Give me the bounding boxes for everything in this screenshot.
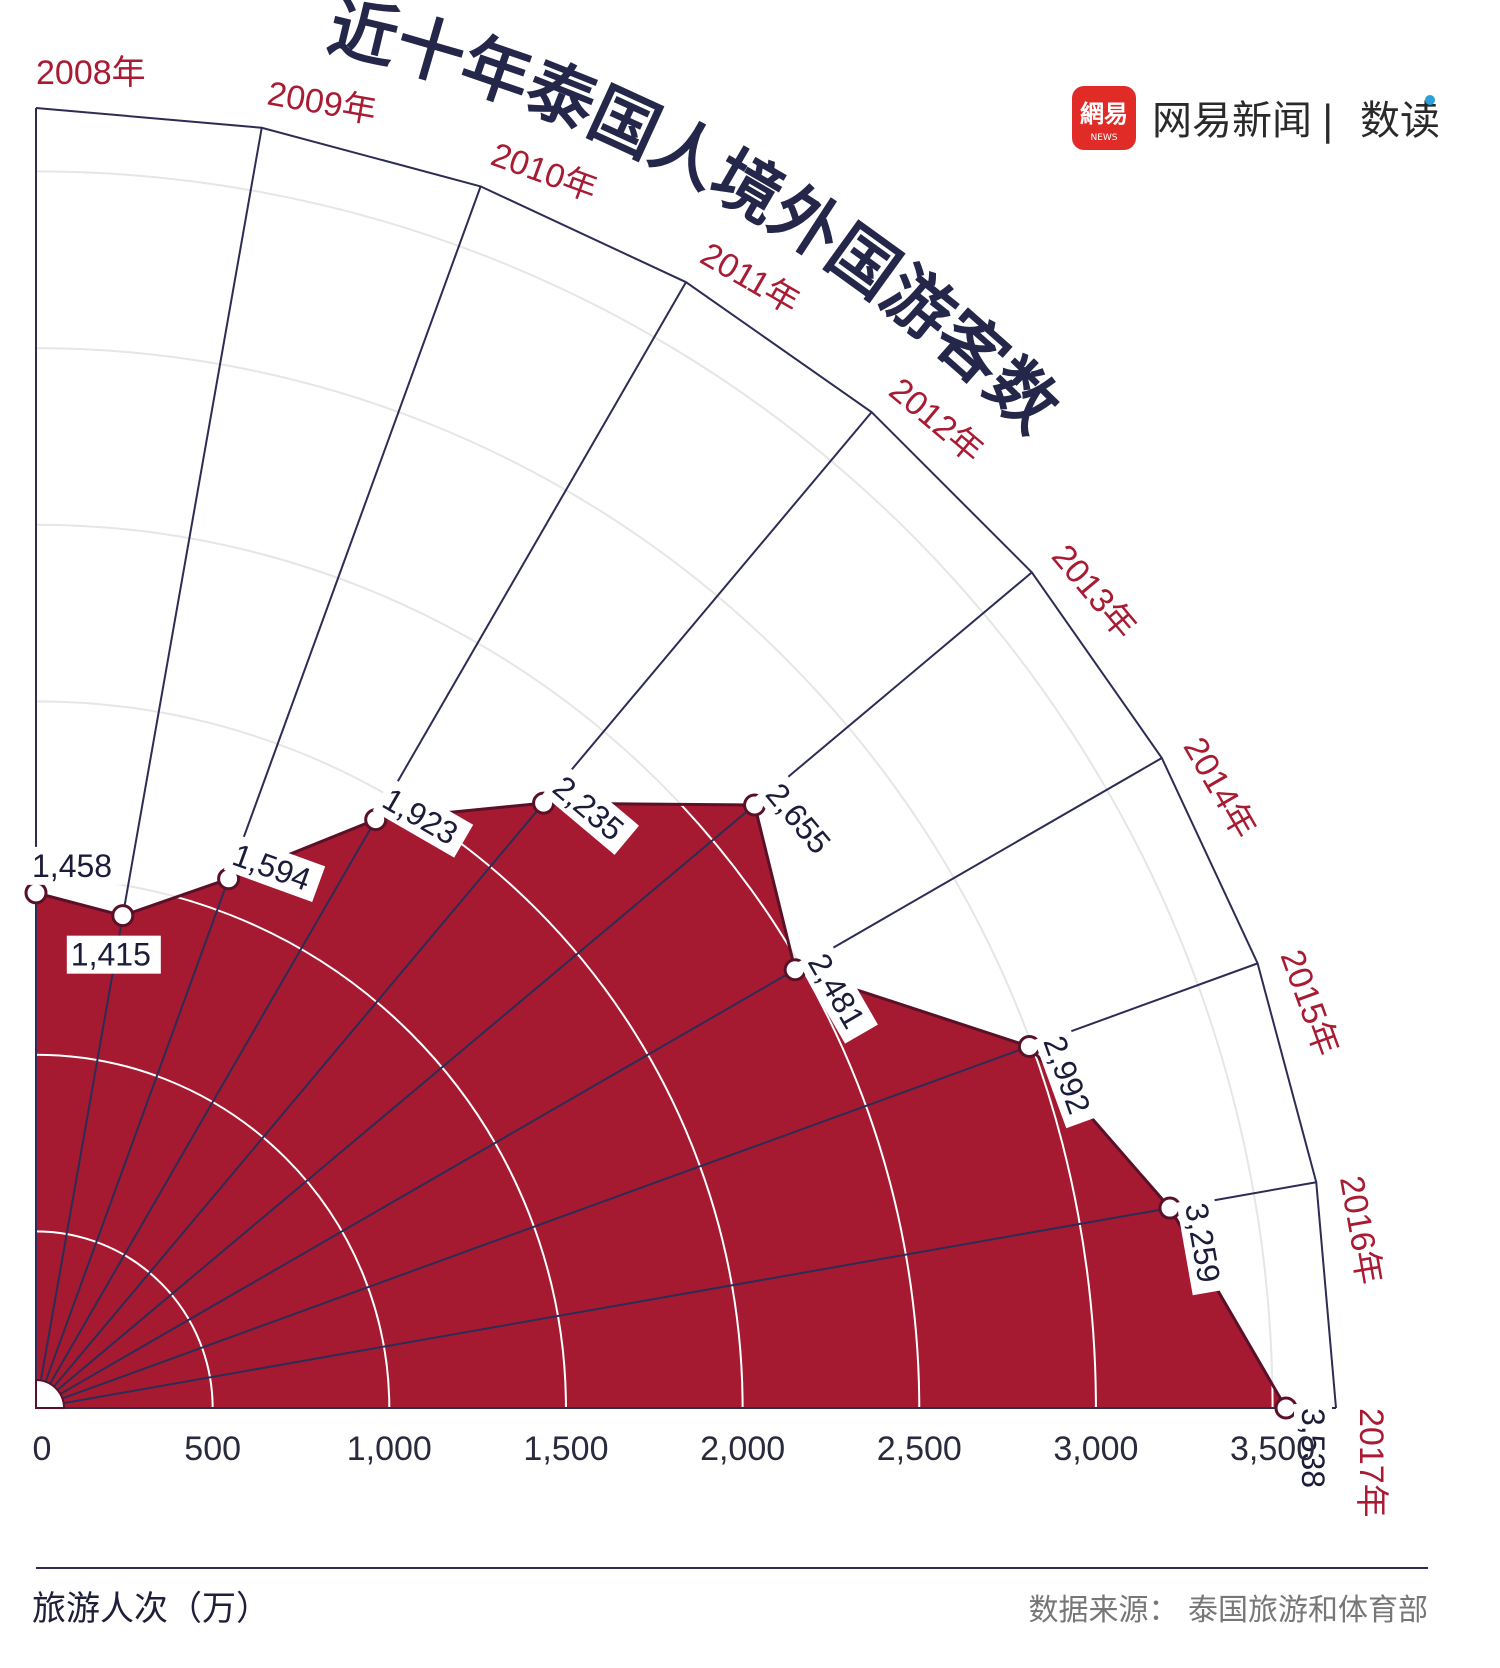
data-point bbox=[1274, 1396, 1298, 1420]
brand-separator: | bbox=[1321, 98, 1334, 144]
value-label-bg bbox=[1034, 1026, 1102, 1129]
brand-logo-sub: NEWS bbox=[1090, 133, 1117, 143]
brand: 網易 NEWS 网易新闻 | 数读 bbox=[1072, 86, 1440, 150]
value-label-bg bbox=[1176, 1196, 1231, 1296]
area-fill bbox=[36, 803, 1286, 1408]
value-label-bg bbox=[542, 765, 640, 855]
brand-dot-icon bbox=[1425, 95, 1435, 105]
value-label-bg bbox=[66, 935, 161, 974]
grid-arc-inner bbox=[36, 1053, 391, 1408]
year-label: 2014年 bbox=[1176, 731, 1264, 845]
data-point bbox=[111, 904, 135, 928]
grid-arc bbox=[35, 170, 1274, 1409]
spoke-line bbox=[35, 127, 263, 1409]
value-label-group: 1,415 bbox=[66, 935, 161, 974]
spoke-line bbox=[35, 186, 482, 1409]
area-outline bbox=[35, 801, 1288, 1409]
outer-frame bbox=[35, 107, 1337, 1409]
tick-label: 1,500 bbox=[523, 1430, 608, 1468]
value-label: 1,415 bbox=[71, 937, 151, 973]
year-label: 2013年 bbox=[1044, 538, 1144, 646]
value-label-bg bbox=[798, 943, 878, 1044]
value-label: 3,538 bbox=[1295, 1408, 1331, 1488]
brand-section: 数读 bbox=[1360, 98, 1440, 144]
data-point bbox=[1158, 1196, 1182, 1220]
tick-label: 2,500 bbox=[877, 1430, 962, 1468]
tick-label: 3,500 bbox=[1230, 1430, 1315, 1468]
value-label-bg bbox=[372, 777, 474, 858]
year-label: 2016年 bbox=[1332, 1173, 1388, 1288]
grid-arc-inner bbox=[36, 803, 1097, 1408]
year-label: 2008年 bbox=[36, 54, 146, 92]
spoke-line bbox=[35, 757, 1163, 1409]
value-label-bg bbox=[755, 772, 846, 869]
chart-title: 近十年泰国人境外国游客数 bbox=[321, 0, 1073, 448]
year-label: 2017年 bbox=[1352, 1408, 1390, 1518]
tick-label: 1,000 bbox=[347, 1430, 432, 1468]
year-label: 2009年 bbox=[265, 75, 380, 131]
tick-label-layer: 0 500 1,000 1,500 2,000 2,500 3,000 3,500 bbox=[33, 1430, 1316, 1468]
brand-logo-icon bbox=[1072, 86, 1136, 150]
grid-arc-inner bbox=[36, 1230, 214, 1408]
spoke-line bbox=[35, 281, 687, 1409]
tick-label: 0 bbox=[33, 1430, 52, 1468]
brand-name: 网易新闻 bbox=[1152, 98, 1312, 144]
year-label: 2015年 bbox=[1273, 945, 1346, 1061]
value-label-group: 3,538 bbox=[1294, 1404, 1332, 1498]
value-label: 1,458 bbox=[32, 848, 112, 884]
data-point bbox=[24, 881, 48, 905]
tick-label: 3,000 bbox=[1053, 1430, 1138, 1468]
tick-label: 500 bbox=[184, 1430, 241, 1468]
grid-arc-inner bbox=[36, 803, 921, 1408]
value-label-bg bbox=[223, 834, 326, 903]
spoke-line bbox=[35, 571, 1033, 1409]
brand-logo-text: 網易 bbox=[1080, 100, 1128, 128]
value-label-bg bbox=[1294, 1404, 1332, 1498]
value-label-group: 1,458 bbox=[28, 846, 122, 885]
value-label-group: 2,655 bbox=[755, 772, 846, 869]
area-layer bbox=[35, 801, 1288, 1409]
value-label-bg bbox=[28, 846, 122, 885]
tick-label: 2,000 bbox=[700, 1430, 785, 1468]
grid-arc-inner bbox=[36, 803, 744, 1408]
axis-title: 旅游人次（万） bbox=[32, 1589, 270, 1629]
spoke-line bbox=[35, 1181, 1317, 1409]
source-note: 数据来源： 泰国旅游和体育部 bbox=[1028, 1593, 1428, 1628]
spoke-line bbox=[35, 411, 873, 1409]
origin-cap bbox=[35, 1378, 66, 1409]
